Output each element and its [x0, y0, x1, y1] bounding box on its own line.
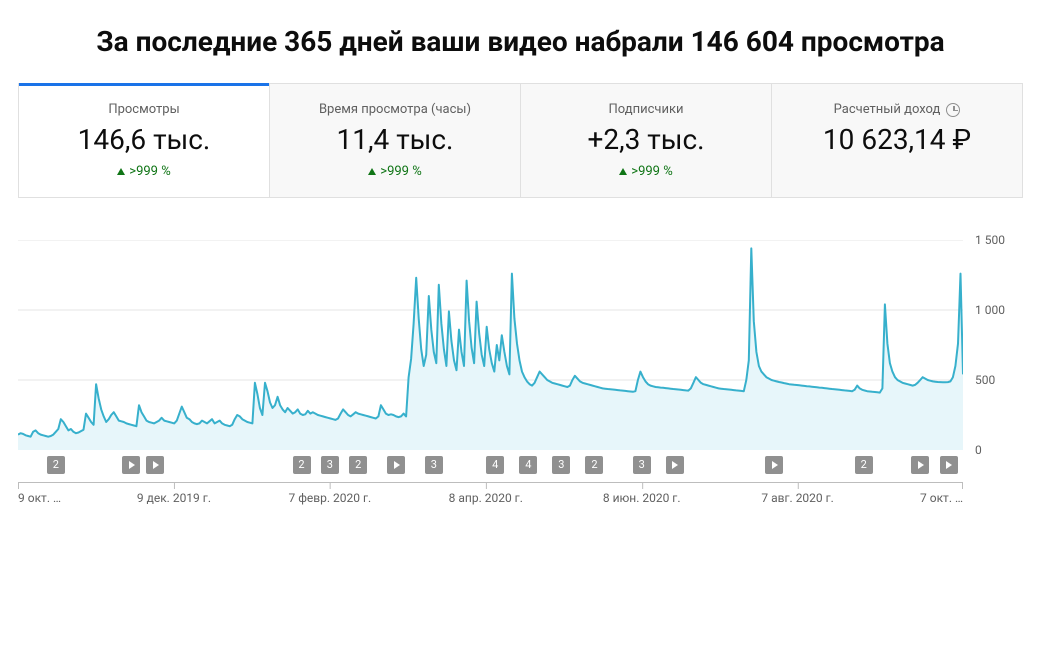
x-tick-label: 9 дек. 2019 г.	[137, 483, 211, 505]
y-tick-label: 0	[975, 443, 982, 457]
metric-value: 10 623,14 ₽	[782, 123, 1012, 156]
metric-card-views[interactable]: Просмотры 146,6 тыс. >999 %	[19, 84, 269, 197]
upload-marker-icon[interactable]	[940, 456, 958, 474]
play-icon	[918, 461, 924, 469]
upload-marker-icon[interactable]	[122, 456, 140, 474]
chart-svg	[18, 240, 963, 450]
metric-value: +2,3 тыс.	[531, 123, 761, 156]
y-axis-labels: 05001 0001 500	[967, 240, 1023, 450]
x-tick-label: 7 окт. …	[920, 483, 963, 505]
metric-delta: >999 %	[29, 164, 259, 179]
x-tick-label: 9 окт. …	[18, 483, 61, 505]
upload-count-marker[interactable]: 2	[585, 456, 603, 474]
play-icon	[394, 461, 400, 469]
metric-delta: >999 %	[531, 164, 761, 179]
event-markers: 22323443232	[18, 456, 963, 478]
upload-count-marker[interactable]: 3	[321, 456, 339, 474]
upload-count-marker[interactable]: 4	[519, 456, 537, 474]
x-tick-label: 7 авг. 2020 г.	[761, 483, 833, 505]
metric-card-watchtime[interactable]: Время просмотра (часы) 11,4 тыс. >999 %	[269, 84, 520, 197]
play-icon	[153, 461, 159, 469]
upload-marker-icon[interactable]	[146, 456, 164, 474]
up-arrow-icon	[368, 168, 376, 175]
metric-label: Расчетный доход	[782, 102, 1012, 117]
metric-delta: >999 %	[280, 164, 510, 179]
metric-label: Время просмотра (часы)	[280, 102, 510, 117]
upload-marker-icon[interactable]	[387, 456, 405, 474]
play-icon	[772, 461, 778, 469]
y-tick-label: 500	[975, 373, 995, 387]
play-icon	[672, 461, 678, 469]
metric-card-revenue[interactable]: Расчетный доход 10 623,14 ₽	[771, 84, 1022, 197]
page-title: За последние 365 дней ваши видео набрали…	[71, 24, 971, 59]
upload-count-marker[interactable]: 2	[349, 456, 367, 474]
metric-cards: Просмотры146,6 тыс.>999 %Время просмотра…	[18, 83, 1023, 198]
analytics-panel: За последние 365 дней ваши видео набрали…	[0, 0, 1041, 518]
metric-value: 11,4 тыс.	[280, 123, 510, 156]
x-tick-label: 7 февр. 2020 г.	[289, 483, 372, 505]
upload-marker-icon[interactable]	[911, 456, 929, 474]
x-axis: 9 окт. … 9 дек. 2019 г. 7 февр. 2020 г. 8 а…	[18, 482, 963, 510]
metric-label: Просмотры	[29, 102, 259, 117]
play-icon	[946, 461, 952, 469]
upload-marker-icon[interactable]	[765, 456, 783, 474]
x-tick-label: 8 июн. 2020 г.	[603, 483, 681, 505]
y-tick-label: 1 000	[975, 303, 1005, 317]
upload-marker-icon[interactable]	[666, 456, 684, 474]
upload-count-marker[interactable]: 3	[425, 456, 443, 474]
metric-value: 146,6 тыс.	[29, 123, 259, 156]
upload-count-marker[interactable]: 4	[486, 456, 504, 474]
upload-count-marker[interactable]: 3	[633, 456, 651, 474]
clock-icon	[946, 103, 960, 117]
upload-count-marker[interactable]: 3	[552, 456, 570, 474]
up-arrow-icon	[117, 168, 125, 175]
metric-label: Подписчики	[531, 102, 761, 117]
x-tick-label: 8 апр. 2020 г.	[449, 483, 523, 505]
views-chart: 05001 0001 500	[18, 240, 1023, 450]
y-tick-label: 1 500	[975, 233, 1005, 247]
up-arrow-icon	[619, 168, 627, 175]
upload-count-marker[interactable]: 2	[47, 456, 65, 474]
play-icon	[129, 461, 135, 469]
upload-count-marker[interactable]: 2	[293, 456, 311, 474]
metric-card-subscribers[interactable]: Подписчики +2,3 тыс. >999 %	[520, 84, 771, 197]
upload-count-marker[interactable]: 2	[855, 456, 873, 474]
